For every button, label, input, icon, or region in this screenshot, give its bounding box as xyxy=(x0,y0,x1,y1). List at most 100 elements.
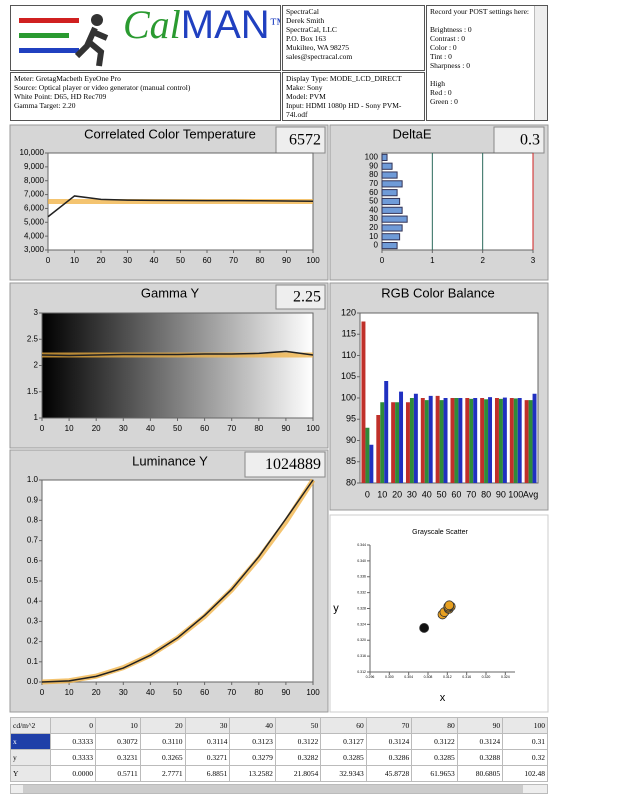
y-tick-label: 5,000 xyxy=(24,217,45,226)
y-tick-label: 0.332 xyxy=(357,591,366,595)
cell: 0.3114 xyxy=(184,733,231,750)
bar xyxy=(381,242,398,250)
x-tick-label: 40 xyxy=(146,424,155,433)
settings-line: High xyxy=(430,79,445,88)
logo-bar xyxy=(19,48,79,53)
readout: 0.3 xyxy=(520,132,540,149)
readout: 2.25 xyxy=(293,289,321,306)
plot-area xyxy=(41,479,314,683)
x-tick-label: 0.320 xyxy=(482,675,491,679)
x-tick-label: 80 xyxy=(254,424,263,433)
settings-line: Sharpness : 0 xyxy=(430,61,470,70)
header-cell: 0 xyxy=(50,717,96,734)
y-tick-label: 80 xyxy=(346,477,356,487)
point xyxy=(419,623,430,633)
bar xyxy=(369,444,374,483)
y-tick-label: 4,000 xyxy=(24,231,45,240)
meter-box: Meter: GretagMacbeth EyeOne Pro Source: O… xyxy=(10,72,281,121)
cell: 0.3231 xyxy=(94,749,141,766)
series-line xyxy=(41,479,314,683)
x-tick-label: 0.312 xyxy=(443,675,452,679)
header-cell: 50 xyxy=(274,717,322,734)
y-tick-label: 2.5 xyxy=(27,334,39,343)
x-tick-label: 30 xyxy=(119,424,128,433)
cell: 0.3282 xyxy=(274,749,322,766)
cell: 0.3110 xyxy=(139,733,186,750)
data-table: cd/m^2 0 10 20 30 40 50 60 70 80 90 100 x 0.3333 0.307… xyxy=(10,717,548,782)
bar xyxy=(494,398,499,483)
x-tick-label: 20 xyxy=(92,424,101,433)
y-tick-label: 95 xyxy=(346,414,356,424)
y-tick-label: 100 xyxy=(365,153,379,162)
y-tick-label: 50 xyxy=(369,197,378,206)
logo: CalMAN™ xyxy=(123,6,280,45)
chart-title: Correlated Color Temperature xyxy=(84,126,256,141)
x-tick-label: 50 xyxy=(437,489,447,499)
logo-box: CalMAN™ xyxy=(10,5,281,71)
bar xyxy=(450,398,455,483)
x-tick-label: 20 xyxy=(97,256,106,265)
header-cell: 40 xyxy=(229,717,276,734)
x-tick-label: 60 xyxy=(203,256,212,265)
settings-line: Red : 0 xyxy=(430,88,452,97)
y-tick-label: 105 xyxy=(341,371,356,381)
cell: 0.3333 xyxy=(50,733,96,750)
x-tick-label: 3 xyxy=(531,256,536,265)
x-tick-label: 0.308 xyxy=(424,675,433,679)
bar xyxy=(498,398,503,483)
company-line: sales@spectracal.com xyxy=(286,52,353,61)
scrollbar[interactable] xyxy=(534,6,547,120)
y-tick-label: 110 xyxy=(342,350,356,360)
cell: 102.48 xyxy=(502,765,548,782)
x-tick-label: 0.300 xyxy=(385,675,394,679)
y-tick-label: 40 xyxy=(369,205,378,214)
bar xyxy=(480,398,485,483)
y-tick-label: 1.5 xyxy=(27,387,39,396)
bar xyxy=(473,398,478,483)
cell: 80.6805 xyxy=(456,765,504,782)
bar xyxy=(424,400,429,483)
y-tick-label: 0.324 xyxy=(357,622,366,626)
cell: 0.3279 xyxy=(229,749,276,766)
x-tick-label: 60 xyxy=(200,688,209,697)
bar xyxy=(465,398,470,483)
bar xyxy=(399,391,404,483)
x-tick-label: 100 xyxy=(508,489,523,499)
x-tick-label: 10 xyxy=(377,489,387,499)
y-tick-label: 85 xyxy=(346,456,356,466)
settings-line: Green : 0 xyxy=(430,97,458,106)
cell: 0.3288 xyxy=(456,749,504,766)
y-tick-label: 0.2 xyxy=(27,637,39,646)
bar xyxy=(435,395,440,483)
y-tick-label: 10,000 xyxy=(20,148,45,157)
x-tick-label: 0 xyxy=(380,256,385,265)
bar xyxy=(381,180,403,188)
x-tick-label: 0 xyxy=(40,424,45,433)
scrollbar[interactable] xyxy=(10,784,548,794)
x-tick-label: Avg xyxy=(523,489,538,499)
y-tick-label: 0.4 xyxy=(27,596,39,605)
header-cell: 100 xyxy=(502,717,548,734)
chart-title: Luminance Y xyxy=(132,453,208,468)
bar xyxy=(528,400,533,483)
y-tick-label: 120 xyxy=(341,307,356,317)
x-tick-label: 70 xyxy=(229,256,238,265)
meter-line: Source: Optical player or video generato… xyxy=(14,83,191,92)
x-tick-label: 40 xyxy=(150,256,159,265)
x-tick-label: 0.304 xyxy=(404,675,413,679)
cell: 0.3265 xyxy=(139,749,186,766)
cell: 0.3072 xyxy=(94,733,141,750)
settings-line: Contrast : 0 xyxy=(430,34,465,43)
x-tick-label: 70 xyxy=(227,424,236,433)
x-tick-label: 90 xyxy=(282,256,291,265)
y-axis-label: y xyxy=(333,602,339,614)
plot-area xyxy=(381,152,534,251)
bar xyxy=(361,321,366,483)
series-line xyxy=(41,350,314,357)
settings-line: Tint : 0 xyxy=(430,52,452,61)
company-line: Derek Smith xyxy=(286,16,325,25)
x-tick-label: 20 xyxy=(92,688,101,697)
cell: Y xyxy=(10,765,52,782)
bar xyxy=(384,381,389,483)
bar xyxy=(524,400,529,483)
